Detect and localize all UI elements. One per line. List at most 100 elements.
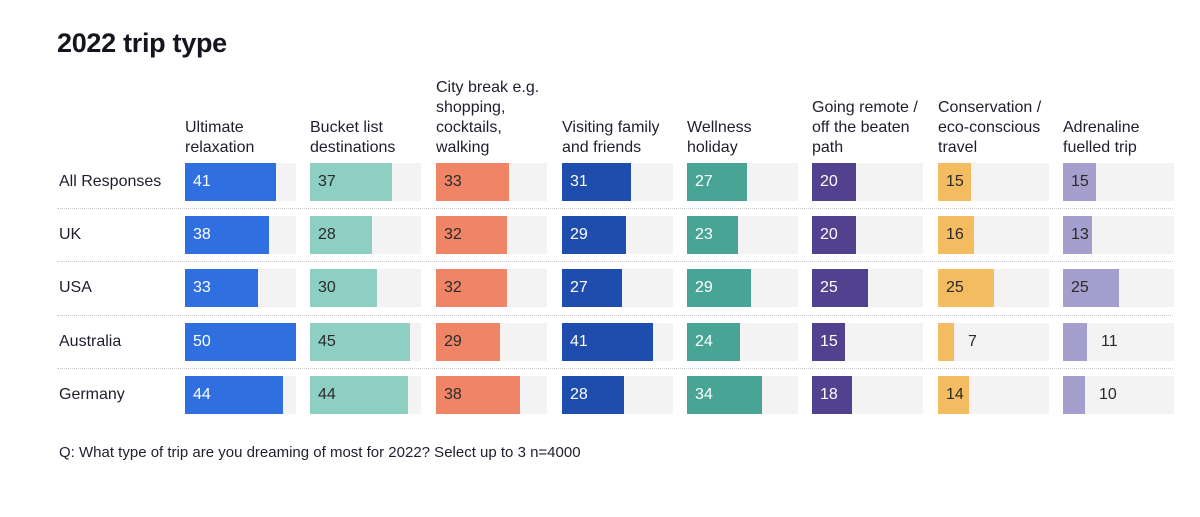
- data-label: 25: [946, 279, 964, 296]
- data-label: 25: [820, 279, 838, 296]
- data-label: 33: [444, 173, 462, 190]
- bar-track: 20: [812, 163, 923, 201]
- column-header: City break e.g. shopping, cocktails, wal…: [436, 79, 540, 156]
- data-label: 20: [820, 226, 838, 243]
- data-label: 28: [318, 226, 336, 243]
- bar: [562, 216, 626, 254]
- bar: [1063, 269, 1119, 307]
- bar: [687, 269, 751, 307]
- data-label: 18: [820, 386, 838, 403]
- bar: [812, 163, 856, 201]
- bar: [812, 376, 852, 414]
- data-label: 15: [820, 333, 838, 350]
- column-header: Wellness holiday: [687, 119, 752, 156]
- row-separator: [57, 315, 1173, 316]
- row-label: USA: [59, 279, 92, 296]
- chart-footnote: Q: What type of trip are you dreaming of…: [59, 444, 581, 461]
- bar-track: 33: [185, 269, 296, 307]
- bar: [310, 163, 392, 201]
- row-label: All Responses: [59, 173, 162, 190]
- bar-track: 16: [938, 216, 1049, 254]
- bar-track: 25: [1063, 269, 1174, 307]
- bar: [938, 269, 994, 307]
- bar-track: 25: [938, 269, 1049, 307]
- row-label: Australia: [59, 333, 122, 350]
- column-header: Ultimate relaxation: [185, 119, 255, 156]
- bar-track: 13: [1063, 216, 1174, 254]
- bar: [938, 323, 954, 361]
- bar-track: 15: [812, 323, 923, 361]
- bar: [185, 163, 276, 201]
- bar-track: 14: [938, 376, 1049, 414]
- bar-track: 18: [812, 376, 923, 414]
- data-label: 23: [695, 226, 713, 243]
- data-label: 44: [193, 386, 211, 403]
- bar-track: 15: [938, 163, 1049, 201]
- bar: [436, 269, 507, 307]
- data-label: 25: [1071, 279, 1089, 296]
- bar-track: 30: [310, 269, 421, 307]
- data-label: 45: [318, 333, 336, 350]
- bar-track: 20: [812, 216, 923, 254]
- bar: [562, 163, 631, 201]
- bar-track: 50: [185, 323, 296, 361]
- bar: [185, 216, 269, 254]
- bar: [687, 163, 747, 201]
- bar: [436, 376, 520, 414]
- bar: [436, 163, 509, 201]
- bar-track: 11: [1063, 323, 1174, 361]
- bar-track: 29: [562, 216, 673, 254]
- bar: [812, 323, 845, 361]
- bar: [436, 216, 507, 254]
- data-label: 14: [946, 386, 964, 403]
- bar: [310, 216, 372, 254]
- bar-track: 28: [310, 216, 421, 254]
- data-label: 34: [695, 386, 713, 403]
- bar: [436, 323, 500, 361]
- bar-track: 34: [687, 376, 798, 414]
- bar-track: 41: [185, 163, 296, 201]
- data-label: 27: [695, 173, 713, 190]
- data-label: 13: [1071, 226, 1089, 243]
- bar: [812, 216, 856, 254]
- bar-track: 38: [436, 376, 547, 414]
- bar-track: 33: [436, 163, 547, 201]
- data-label: 38: [193, 226, 211, 243]
- bar: [310, 376, 408, 414]
- bar-track: 15: [1063, 163, 1174, 201]
- bar: [562, 269, 622, 307]
- bar: [687, 376, 762, 414]
- data-label: 7: [968, 333, 977, 350]
- bar-track: 10: [1063, 376, 1174, 414]
- data-label: 20: [820, 173, 838, 190]
- data-label: 32: [444, 279, 462, 296]
- data-label: 30: [318, 279, 336, 296]
- data-label: 29: [444, 333, 462, 350]
- row-separator: [57, 208, 1173, 209]
- data-label: 32: [444, 226, 462, 243]
- data-label: 15: [946, 173, 964, 190]
- row-separator: [57, 261, 1173, 262]
- bar-track: 32: [436, 216, 547, 254]
- bar: [562, 323, 653, 361]
- data-label: 41: [570, 333, 588, 350]
- bar: [1063, 376, 1085, 414]
- data-label: 16: [946, 226, 964, 243]
- bar: [562, 376, 624, 414]
- bar: [185, 269, 258, 307]
- data-label: 50: [193, 333, 211, 350]
- bar: [1063, 216, 1092, 254]
- data-label: 10: [1099, 386, 1117, 403]
- column-header: Bucket list destinations: [310, 119, 396, 156]
- bar: [687, 216, 738, 254]
- bar: [1063, 163, 1096, 201]
- data-label: 29: [570, 226, 588, 243]
- data-label: 38: [444, 386, 462, 403]
- data-label: 15: [1071, 173, 1089, 190]
- bar: [310, 323, 410, 361]
- bar: [938, 216, 974, 254]
- column-header: Visiting family and friends: [562, 119, 660, 156]
- data-label: 37: [318, 173, 336, 190]
- bar: [185, 323, 296, 361]
- bar-track: 7: [938, 323, 1049, 361]
